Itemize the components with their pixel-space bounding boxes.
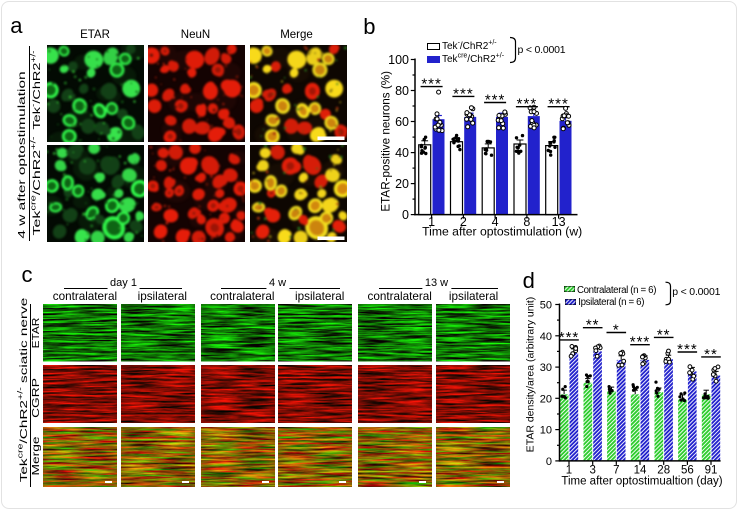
svg-text:***: ***: [517, 96, 538, 113]
svg-text:100: 100: [388, 53, 409, 67]
svg-text:***: ***: [548, 96, 569, 113]
svg-text:80: 80: [395, 84, 409, 98]
svg-text:13: 13: [552, 215, 566, 229]
svg-text:0: 0: [546, 456, 552, 468]
svg-text:*: *: [613, 322, 620, 339]
svg-text:**: **: [586, 317, 600, 334]
svg-text:20: 20: [395, 177, 409, 191]
svg-text:1: 1: [566, 465, 572, 477]
svg-text:60: 60: [395, 115, 409, 129]
svg-text:8: 8: [523, 215, 530, 229]
svg-text:28: 28: [657, 465, 670, 477]
svg-text:ETAR-positive neurons (%): ETAR-positive neurons (%): [379, 71, 392, 212]
svg-text:40: 40: [540, 331, 552, 343]
svg-text:30: 30: [540, 362, 552, 374]
svg-text:***: ***: [421, 76, 442, 93]
svg-text:**: **: [657, 326, 671, 343]
svg-text:3: 3: [589, 465, 595, 477]
svg-text:1: 1: [428, 215, 435, 229]
svg-text:Time after optostimualtion (da: Time after optostimualtion (day): [561, 475, 722, 487]
svg-text:***: ***: [559, 329, 580, 346]
svg-text:10: 10: [540, 425, 552, 437]
svg-text:***: ***: [677, 341, 698, 358]
svg-text:***: ***: [453, 85, 474, 102]
svg-text:***: ***: [630, 334, 651, 351]
svg-text:4: 4: [492, 215, 499, 229]
svg-text:***: ***: [485, 92, 506, 109]
svg-text:2: 2: [460, 215, 467, 229]
svg-text:Time after optostimulation (w): Time after optostimulation (w): [422, 225, 582, 239]
svg-text:**: **: [704, 346, 718, 363]
svg-text:14: 14: [634, 465, 647, 477]
svg-text:0: 0: [402, 208, 409, 222]
svg-text:7: 7: [613, 465, 619, 477]
svg-text:40: 40: [395, 146, 409, 160]
svg-text:20: 20: [540, 393, 552, 405]
svg-text:91: 91: [705, 465, 718, 477]
svg-text:56: 56: [681, 465, 694, 477]
svg-text:ETAR density/area (arbitrary u: ETAR density/area (arbitrary unit): [524, 297, 536, 453]
svg-text:50: 50: [540, 300, 552, 312]
